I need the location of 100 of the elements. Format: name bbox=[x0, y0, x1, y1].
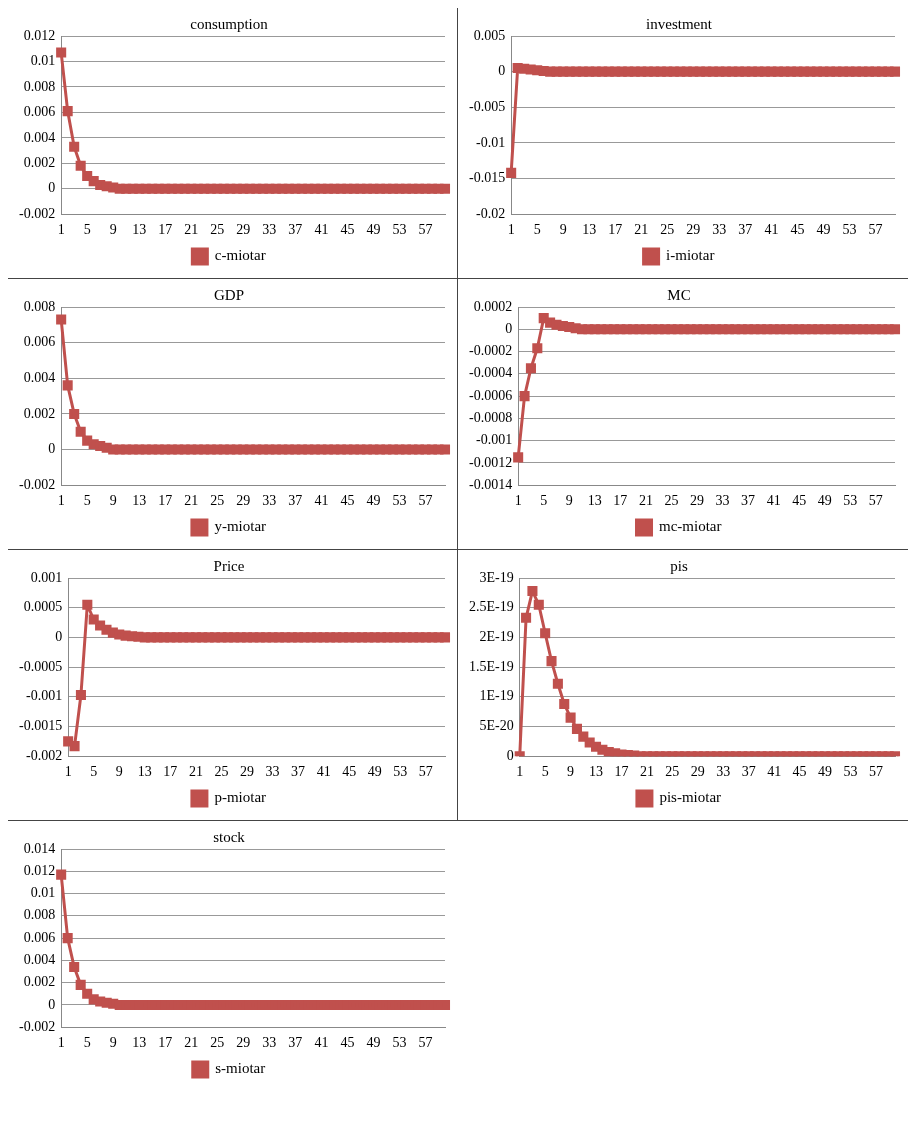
y-tick-label: 0 bbox=[48, 996, 56, 1012]
x-tick-label: 9 bbox=[565, 493, 573, 509]
x-tick-label: 33 bbox=[265, 764, 280, 780]
y-tick-label: 1E-19 bbox=[479, 688, 514, 704]
x-tick-label: 53 bbox=[392, 1035, 407, 1051]
y-tick-label: -0.0004 bbox=[468, 365, 513, 381]
x-tick-label: 53 bbox=[392, 493, 407, 509]
x-tick-label: 1 bbox=[64, 764, 72, 780]
x-tick-label: 53 bbox=[843, 764, 858, 780]
y-tick-label: -0.001 bbox=[25, 688, 63, 704]
y-tick-label: 0 bbox=[55, 629, 63, 645]
x-tick-label: 5 bbox=[533, 222, 541, 238]
chart-title: investment bbox=[646, 15, 713, 32]
x-tick-label: 45 bbox=[340, 493, 355, 509]
y-tick-label: 0.008 bbox=[23, 298, 56, 314]
y-tick-label: 0.012 bbox=[23, 27, 56, 43]
y-tick-label: 0.004 bbox=[23, 129, 56, 145]
y-tick-label: 0 bbox=[506, 747, 514, 763]
x-tick-label: 41 bbox=[764, 222, 779, 238]
x-tick-label: 41 bbox=[766, 493, 781, 509]
x-tick-label: 9 bbox=[109, 222, 117, 238]
x-tick-label: 5 bbox=[541, 764, 549, 780]
x-tick-label: 37 bbox=[291, 764, 306, 780]
x-tick-label: 1 bbox=[57, 222, 65, 238]
chart-title: MC bbox=[667, 286, 691, 303]
x-tick-label: 37 bbox=[288, 222, 303, 238]
chart-title: consumption bbox=[190, 15, 269, 32]
x-tick-label: 53 bbox=[843, 493, 858, 509]
x-tick-label: 45 bbox=[792, 764, 807, 780]
y-tick-label: 2E-19 bbox=[479, 629, 514, 645]
y-tick-label: -0.0006 bbox=[468, 387, 513, 403]
x-tick-label: 41 bbox=[314, 1035, 329, 1051]
x-tick-label: 33 bbox=[262, 1035, 277, 1051]
y-tick-label: -0.002 bbox=[25, 747, 63, 763]
x-tick-label: 29 bbox=[690, 764, 705, 780]
y-tick-label: 0.014 bbox=[23, 840, 56, 856]
x-tick-label: 49 bbox=[366, 1035, 381, 1051]
y-tick-label: -0.0008 bbox=[468, 410, 513, 426]
x-tick-label: 17 bbox=[614, 764, 629, 780]
x-tick-label: 17 bbox=[608, 222, 623, 238]
y-tick-label: -0.0002 bbox=[468, 343, 513, 359]
x-tick-label: 9 bbox=[559, 222, 567, 238]
y-tick-label: 0.012 bbox=[23, 862, 56, 878]
legend-label: c-miotar bbox=[214, 247, 266, 264]
x-tick-label: 37 bbox=[738, 222, 753, 238]
x-tick-label: 21 bbox=[638, 493, 653, 509]
y-tick-label: 0.008 bbox=[23, 907, 56, 923]
x-tick-label: 45 bbox=[790, 222, 805, 238]
x-tick-label: 9 bbox=[109, 493, 117, 509]
x-tick-label: 5 bbox=[83, 493, 91, 509]
x-tick-label: 17 bbox=[158, 493, 173, 509]
x-tick-label: 9 bbox=[109, 1035, 117, 1051]
x-tick-label: 13 bbox=[137, 764, 152, 780]
x-tick-label: 45 bbox=[340, 222, 355, 238]
x-tick-label: 9 bbox=[567, 764, 575, 780]
x-tick-label: 25 bbox=[664, 493, 679, 509]
x-tick-label: 57 bbox=[418, 1035, 433, 1051]
y-tick-label: 2.5E-19 bbox=[469, 599, 514, 615]
chart-title: GDP bbox=[213, 286, 245, 303]
x-tick-label: 49 bbox=[367, 764, 382, 780]
x-tick-label: 57 bbox=[418, 222, 433, 238]
y-tick-label: 0.005 bbox=[473, 27, 506, 43]
x-tick-label: 49 bbox=[366, 493, 381, 509]
y-tick-label: 0.0002 bbox=[473, 298, 513, 314]
x-tick-label: 33 bbox=[262, 222, 277, 238]
x-tick-label: 21 bbox=[639, 764, 654, 780]
x-tick-label: 21 bbox=[184, 222, 199, 238]
x-tick-label: 49 bbox=[817, 493, 832, 509]
y-tick-label: -0.0012 bbox=[468, 454, 513, 470]
x-tick-label: 5 bbox=[540, 493, 548, 509]
x-tick-label: 9 bbox=[115, 764, 123, 780]
legend-label: s-miotar bbox=[215, 1060, 266, 1077]
x-tick-label: 21 bbox=[184, 1035, 199, 1051]
chart-title: Price bbox=[213, 557, 245, 574]
x-tick-label: 1 bbox=[516, 764, 524, 780]
x-tick-label: 37 bbox=[288, 493, 303, 509]
x-tick-label: 25 bbox=[665, 764, 680, 780]
x-tick-label: 29 bbox=[686, 222, 701, 238]
x-tick-label: 57 bbox=[418, 764, 433, 780]
x-tick-label: 45 bbox=[340, 1035, 355, 1051]
y-tick-label: 0.006 bbox=[23, 334, 56, 350]
y-tick-label: 0.002 bbox=[23, 405, 56, 421]
x-tick-label: 37 bbox=[741, 493, 756, 509]
legend-label: mc-miotar bbox=[659, 518, 722, 535]
y-tick-label: 0.006 bbox=[23, 104, 56, 120]
x-tick-label: 53 bbox=[393, 764, 408, 780]
chart-title: pis bbox=[670, 557, 688, 574]
x-tick-label: 1 bbox=[507, 222, 515, 238]
y-tick-label: -0.002 bbox=[18, 476, 56, 492]
y-tick-label: 0.008 bbox=[23, 78, 56, 94]
y-tick-label: 0.002 bbox=[23, 154, 56, 170]
x-tick-label: 5 bbox=[83, 1035, 91, 1051]
y-tick-label: 0.002 bbox=[23, 974, 56, 990]
y-tick-label: 0 bbox=[48, 180, 56, 196]
x-tick-label: 57 bbox=[868, 493, 883, 509]
y-tick-label: 0 bbox=[48, 441, 56, 457]
x-tick-label: 49 bbox=[818, 764, 833, 780]
x-tick-label: 29 bbox=[236, 222, 251, 238]
x-tick-label: 41 bbox=[314, 493, 329, 509]
x-tick-label: 41 bbox=[316, 764, 331, 780]
